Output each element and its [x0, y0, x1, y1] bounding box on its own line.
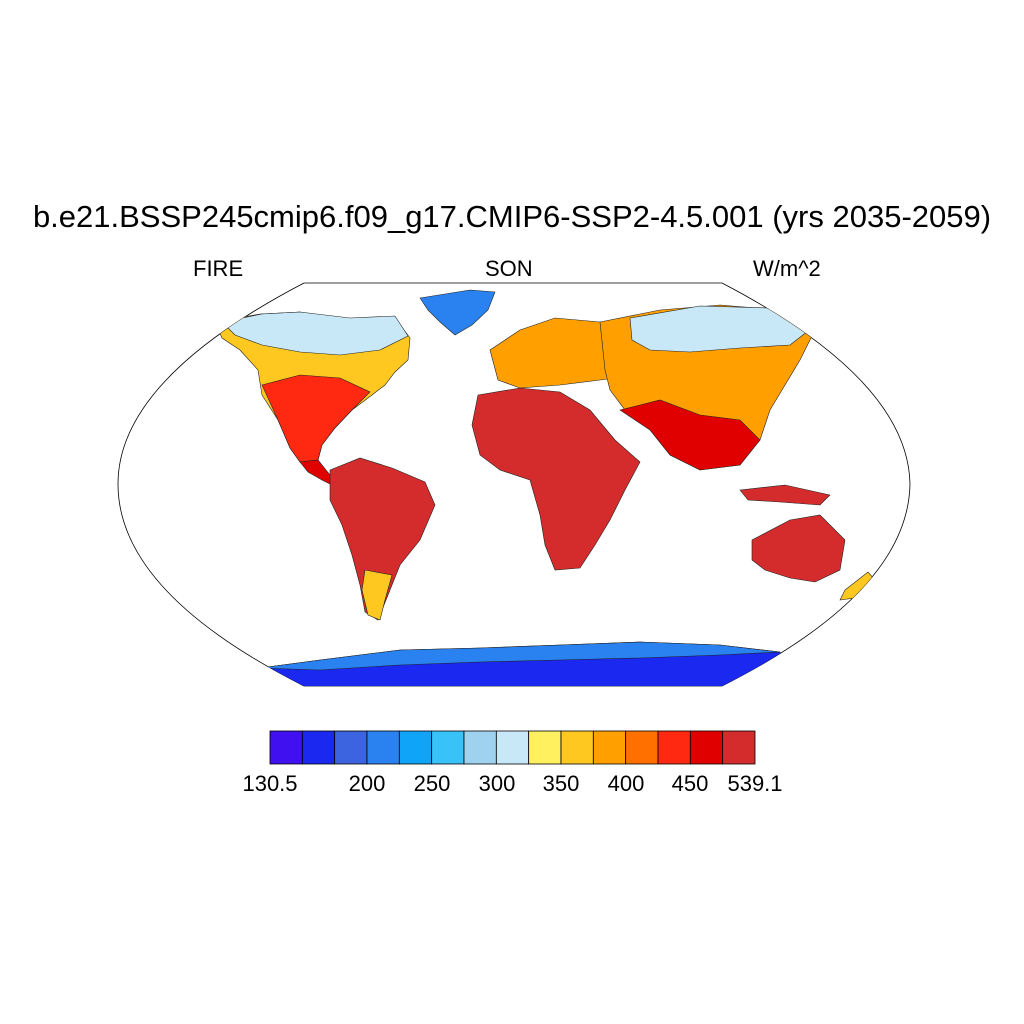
colorbar-tick-label: 200: [348, 771, 386, 796]
map-title: b.e21.BSSP245cmip6.f09_g17.CMIP6-SSP2-4.…: [32, 199, 992, 234]
colorbar-tick-label: 300: [478, 771, 516, 796]
colorbar-swatch: [689, 730, 724, 765]
colorbar-tick-label: 539.1: [727, 771, 783, 796]
north-america-arctic: [221, 311, 409, 356]
africa: [471, 387, 641, 571]
colorbar-swatch: [657, 730, 691, 765]
colorbar-tick-label: 130.5: [242, 771, 298, 796]
colorbar-swatch: [463, 730, 497, 765]
south-america-south: [361, 569, 393, 621]
colorbar-tick-label: 450: [671, 771, 709, 796]
colorbar-swatch: [495, 730, 530, 765]
variable-label: FIRE: [193, 256, 244, 281]
season-label: SON: [485, 256, 533, 281]
colorbar-swatch: [528, 730, 562, 765]
colorbar-swatch: [592, 730, 627, 765]
colorbar-swatch: [366, 730, 400, 765]
colorbar-swatch: [334, 730, 368, 765]
south-america: [329, 457, 436, 621]
asia-north: [629, 305, 813, 353]
colorbar-swatch: [301, 730, 336, 765]
colorbar-tick-label: 350: [542, 771, 580, 796]
greenland: [419, 289, 496, 336]
north-america-south: [261, 374, 371, 463]
colorbar-swatch: [722, 730, 756, 765]
colorbar-swatch: [398, 730, 433, 765]
australia: [751, 514, 846, 583]
colorbar-swatch: [560, 730, 594, 765]
colorbar-swatch: [625, 730, 659, 765]
colorbar-swatch: [269, 730, 303, 765]
indonesia: [739, 484, 831, 506]
colorbar-tick-label: 250: [413, 771, 451, 796]
asia-south: [619, 399, 761, 471]
colorbar-swatch: [431, 730, 465, 765]
colorbar-tick-label: 400: [607, 771, 645, 796]
units-label: W/m^2: [753, 256, 821, 281]
antarctica-edge: [259, 641, 781, 671]
